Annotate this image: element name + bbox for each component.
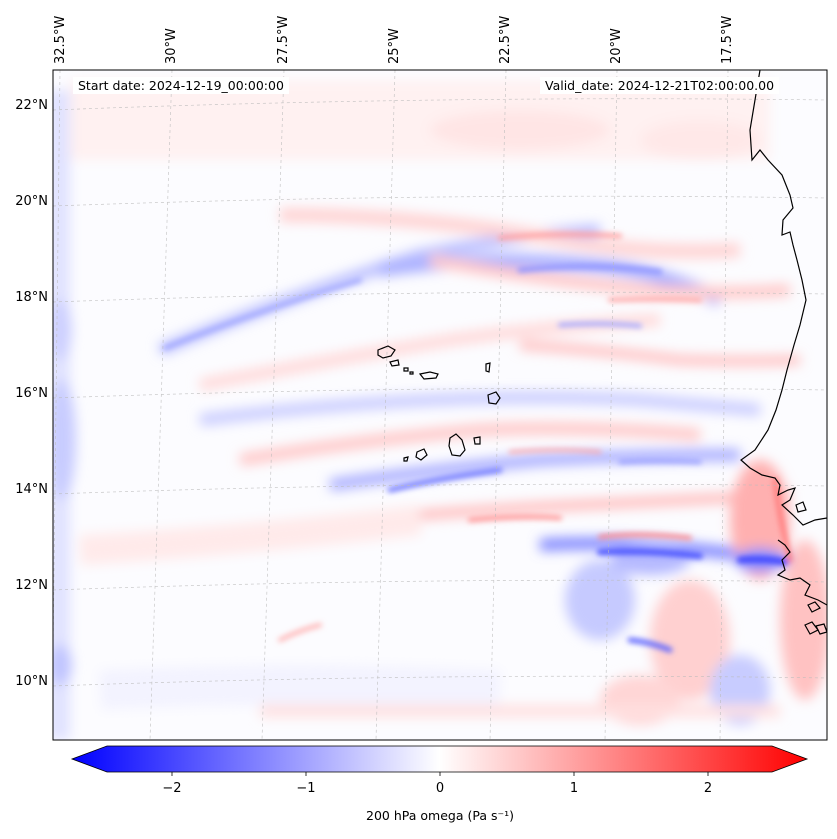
colorbar-gradient (70, 745, 809, 773)
cabo-verde-islands (377, 345, 501, 462)
colorbar-tick-label: 2 (703, 781, 713, 796)
colorbar-tick-label: −1 (296, 781, 316, 796)
colorbar (70, 745, 809, 776)
omega-field-filaments (163, 232, 793, 653)
colorbar-tick-label: 1 (569, 781, 579, 796)
lat-label-22n: 22°N (15, 98, 48, 113)
lat-label-14n: 14°N (15, 482, 48, 497)
lat-label-20n: 20°N (15, 194, 48, 209)
lat-label-12n: 12°N (15, 578, 48, 593)
start-date-label: Start date: 2024-12-19_00:00:00 (73, 77, 289, 94)
colorbar-label: 200 hPa omega (Pa s⁻¹) (366, 808, 514, 823)
colorbar-tick-label: 0 (435, 781, 445, 796)
valid-date-label: Valid_date: 2024-12-21T02:00:00.00 (540, 77, 780, 94)
omega-field-broad (53, 80, 827, 740)
west-africa-coastline (740, 70, 827, 635)
colorbar-tick-label: −2 (162, 781, 182, 796)
lat-label-18n: 18°N (15, 290, 48, 305)
lat-label-16n: 16°N (15, 386, 48, 401)
lat-label-10n: 10°N (15, 674, 48, 689)
